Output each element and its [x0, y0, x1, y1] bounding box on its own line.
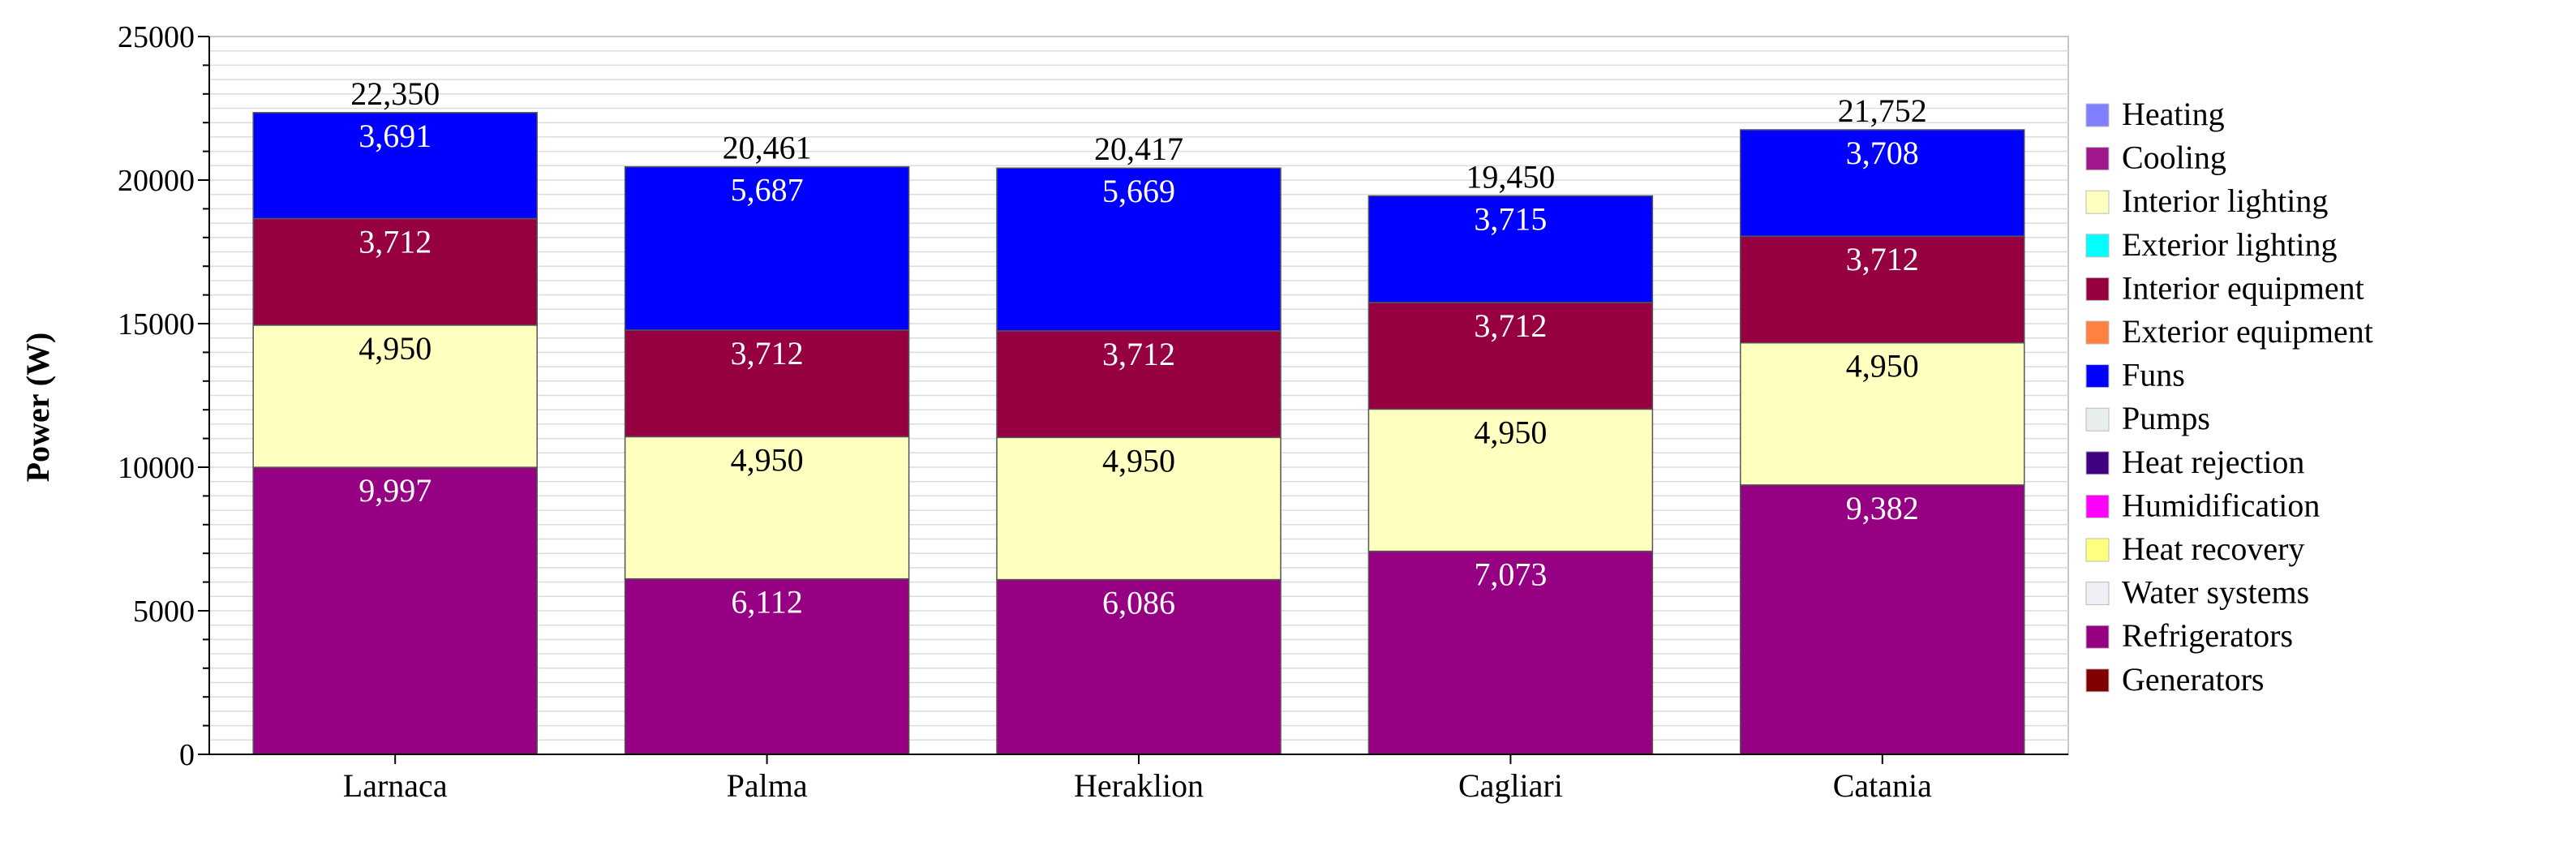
bar-segment [1740, 484, 2025, 755]
legend-swatch [2085, 190, 2110, 214]
bar-segment [624, 329, 910, 438]
data-label: 3,712 [1102, 336, 1175, 372]
bar-segment [1367, 302, 1654, 410]
legend-swatch [2085, 277, 2110, 301]
total-label: 21,752 [1838, 92, 1927, 129]
data-label: 3,712 [1846, 241, 1919, 277]
axis-layer: 0 5000 10000 15000 20000 25000 Larnaca Palma Her… [118, 20, 2068, 804]
legend-label: Generators [2122, 661, 2264, 698]
legend-label: Pumps [2122, 400, 2210, 436]
data-label: 9,382 [1846, 490, 1919, 526]
data-label: 4,950 [731, 441, 804, 478]
legend-swatch [2085, 538, 2110, 562]
x-tick-label: Palma [727, 767, 808, 804]
bar-segment [252, 112, 538, 220]
bar-segment [624, 165, 910, 331]
x-tick-label: Catania [1833, 767, 1932, 804]
total-label: 19,450 [1466, 158, 1555, 195]
legend-label: Heat recovery [2122, 530, 2304, 567]
y-tick-label: 25000 [118, 20, 195, 54]
data-label: 6,086 [1102, 585, 1175, 621]
legend-label: Exterior equipment [2122, 313, 2373, 350]
data-label: 5,687 [731, 172, 804, 208]
legend-swatch [2085, 494, 2110, 518]
bar-segment [996, 167, 1282, 332]
legend-label: Cooling [2122, 140, 2226, 176]
legend-swatch [2085, 364, 2110, 389]
x-tick-label: Heraklion [1074, 767, 1204, 804]
data-label: 9,997 [358, 472, 431, 509]
y-tick-label: 5000 [133, 595, 195, 629]
legend-label: Interior lighting [2122, 183, 2328, 219]
x-tick-label: Cagliari [1458, 767, 1563, 804]
legend-label: Heat rejection [2122, 444, 2304, 480]
data-label: 4,950 [1102, 442, 1175, 479]
data-label: 3,712 [731, 335, 804, 371]
legend-label: Refrigerators [2122, 617, 2293, 654]
legend-swatch [2085, 625, 2110, 649]
y-tick-label: 10000 [118, 451, 195, 485]
legend: Heating Cooling Interior lighting Exterior … [2085, 96, 2373, 698]
legend-swatch [2085, 451, 2110, 475]
total-label: 20,461 [723, 130, 812, 166]
bar-segment [1367, 408, 1654, 552]
legend-label: Exterior lighting [2122, 226, 2338, 263]
data-label: 7,073 [1474, 556, 1547, 593]
data-label: 3,708 [1846, 135, 1919, 171]
legend-label: Interior equipment [2122, 269, 2364, 306]
x-tick-label: Larnaca [343, 767, 448, 804]
legend-swatch [2085, 668, 2110, 693]
data-label: 4,950 [1474, 414, 1547, 450]
data-label: 3,712 [1474, 307, 1547, 344]
bar-segment [1740, 235, 2025, 344]
bar-segment [252, 217, 538, 326]
bar-segment [252, 466, 538, 755]
y-axis-label: Power (W) [19, 333, 56, 483]
data-label: 6,112 [731, 584, 803, 621]
data-label: 4,950 [358, 330, 431, 367]
data-label: 3,715 [1474, 200, 1547, 237]
y-tick-label: 20000 [118, 164, 195, 198]
bar-segment [996, 578, 1282, 755]
bar-segment [1740, 341, 2025, 486]
data-label: 3,691 [358, 118, 431, 154]
y-tick-label: 0 [179, 738, 195, 772]
bar-segment [996, 330, 1282, 439]
data-label: 4,950 [1846, 348, 1919, 384]
legend-label: Funs [2122, 357, 2185, 393]
y-tick-label: 15000 [118, 307, 195, 341]
legend-swatch [2085, 147, 2110, 171]
total-label: 20,417 [1094, 131, 1183, 167]
legend-label: Water systems [2122, 574, 2309, 611]
legend-label: Heating [2122, 96, 2225, 132]
legend-swatch [2085, 103, 2110, 127]
data-label: 5,669 [1102, 173, 1175, 209]
legend-swatch [2085, 407, 2110, 432]
total-label: 22,350 [350, 75, 440, 112]
bar-segment [1367, 550, 1654, 755]
data-label: 3,712 [358, 223, 431, 260]
legend-label: Humidification [2122, 487, 2320, 523]
bar-segment [252, 324, 538, 468]
bar-layer: 9,997 4,950 3,712 3,691 22,350 6,112 4,950 3,71… [252, 75, 2025, 755]
bar-segment [996, 436, 1282, 581]
legend-swatch [2085, 234, 2110, 258]
legend-swatch [2085, 320, 2110, 345]
bar-segment [1740, 129, 2025, 237]
legend-swatch [2085, 582, 2110, 606]
bar-segment [1367, 195, 1654, 303]
